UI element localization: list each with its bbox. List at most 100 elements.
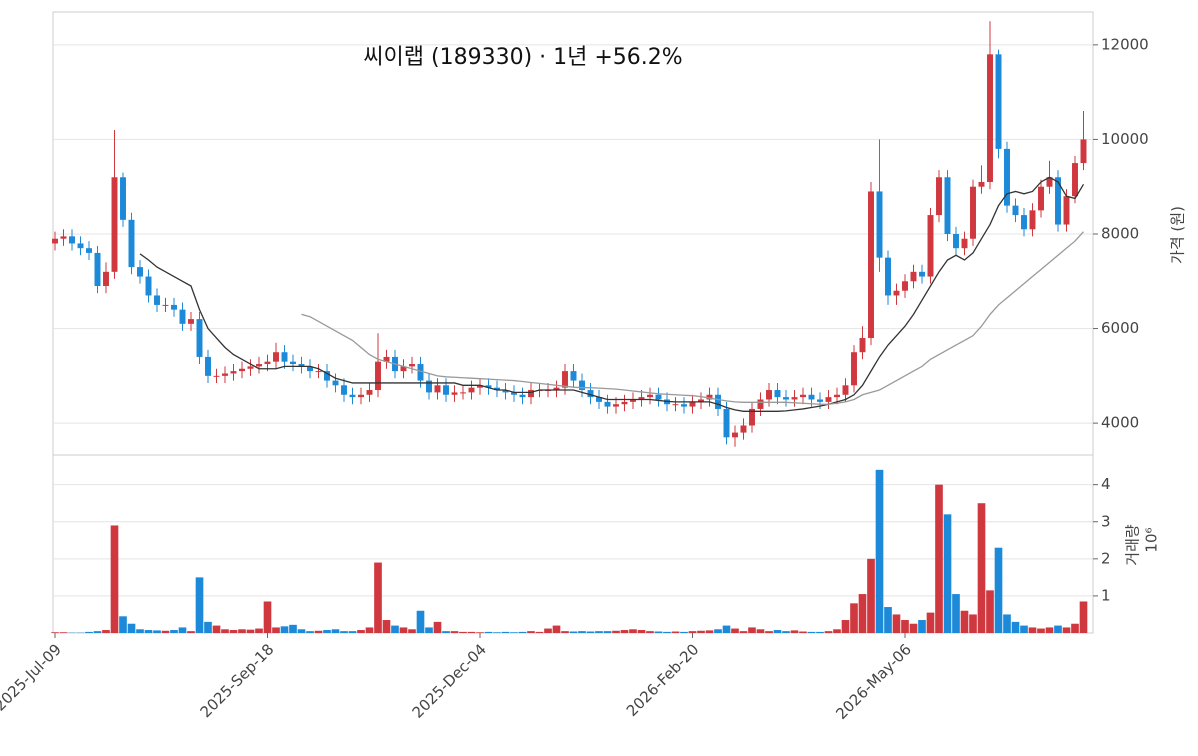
candle-body [256,364,262,366]
volume-bar [918,620,926,633]
volume-bar [697,631,705,633]
volume-bar [808,632,816,633]
volume-bar [859,594,867,633]
candle-body [273,352,279,361]
volume-bar [638,630,646,633]
candle-body [783,397,789,399]
volume-bar [357,630,365,633]
candle-body [732,433,738,438]
volume-bar [884,607,892,633]
volume-bar [612,631,620,633]
candle-body [146,277,152,296]
volume-bar [544,629,552,633]
candle-body [928,215,934,276]
candle-body [834,395,840,397]
volume-bar [553,626,561,633]
candle-body [358,395,364,397]
volume-bar [723,626,731,633]
volume-bar [145,630,153,633]
candle-body [613,404,619,406]
volume-bar [519,632,527,633]
candle-body [350,395,356,397]
candle-body [452,392,458,394]
volume-bar [221,629,229,633]
volume-bar [119,616,127,633]
candle-body [129,220,135,267]
candle-body [758,399,764,408]
candle-body [282,352,288,361]
volume-bar [1080,601,1088,633]
volume-bar [332,629,340,633]
volume-bar [774,630,782,633]
x-tick-label: 2026-Feb-20 [623,640,703,720]
candle-body [996,54,1002,149]
volume-bar [1020,626,1028,633]
candle-body [962,239,968,248]
volume-bar [536,632,544,633]
candle-body [622,402,628,404]
y-tick-label: 2 [1101,549,1111,567]
candle-body [579,381,585,390]
volume-bar [1054,626,1062,633]
volume-bar [833,629,841,633]
volume-bar [323,630,331,633]
candle-body [316,371,322,372]
volume-bar [731,629,739,633]
volume-bar [255,629,263,633]
volume-bar [944,514,952,633]
candle-body [528,390,534,397]
volume-bar [187,631,195,633]
candle-body [1013,206,1019,215]
candle-body [851,352,857,385]
volume-bar [442,631,450,633]
volume-bar [60,632,68,633]
volume-bar [978,503,986,633]
volume-bar [765,631,773,633]
volume-bar [1029,627,1037,633]
volume-bar [961,611,969,633]
candle-body [800,395,806,397]
volume-bar [340,631,348,633]
candle-body [197,319,203,357]
candle-body [1030,210,1036,229]
candle-body [843,385,849,394]
candle-body [409,364,415,366]
volume-bar [459,632,467,633]
candle-body [1038,187,1044,211]
candle-body [792,397,798,399]
volume-bar [893,614,901,633]
volume-bar [1063,627,1071,633]
candle-body [826,397,832,402]
volume-bar [927,613,935,633]
volume-bar [417,611,425,633]
candle-body [222,373,228,375]
volume-bar [1003,614,1011,633]
x-tick-label: 2026-May-06 [832,640,915,723]
volume-bar [969,614,977,633]
volume-bar [451,631,459,633]
volume-bar [230,630,238,633]
candle-body [775,390,781,397]
volume-bar [935,485,943,633]
candle-body [333,381,339,386]
volume-bar [366,627,374,633]
y-axis-label: 가격 (원) [1169,206,1187,264]
volume-bar [485,632,493,633]
candle-body [885,258,891,296]
y-tick-label: 8000 [1101,224,1139,242]
volume-bar [238,629,246,633]
volume-bar [213,626,221,633]
candle-body [724,409,730,437]
candle-body [809,395,815,400]
candle-body [154,295,160,304]
candle-body [290,362,296,364]
volume-bar [850,603,858,633]
volume-bar [689,631,697,633]
volume-bar [825,631,833,633]
volume-bar [136,629,144,633]
candle-body [877,191,883,257]
volume-bar [578,631,586,633]
candle-body [120,177,126,220]
y-tick-label: 4 [1101,475,1111,493]
